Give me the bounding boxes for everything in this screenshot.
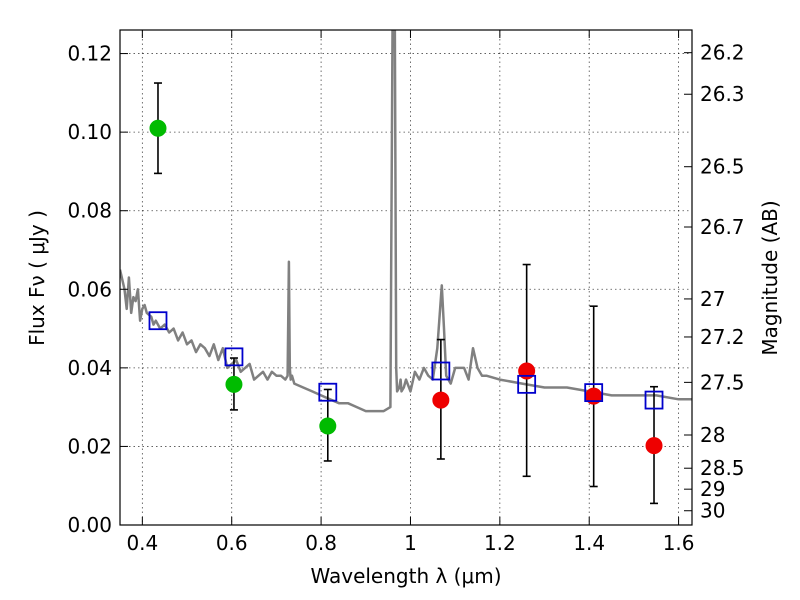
y2-tick-label: 28.5 — [700, 456, 745, 480]
model-box — [148, 311, 168, 331]
y2-tick-label: 26.7 — [700, 215, 745, 239]
infrared-data-point — [432, 391, 450, 409]
infrared-data-point — [645, 437, 663, 455]
y-tick-label: 0.04 — [67, 356, 112, 380]
data-points — [149, 119, 663, 455]
x-axis-label: Wavelength λ (μm) — [310, 564, 501, 588]
x-tick-label: 1.2 — [484, 531, 516, 555]
x-tick-label: 1.6 — [663, 531, 695, 555]
x-tick-label: 0.6 — [216, 531, 248, 555]
model-box — [584, 383, 604, 403]
y-tick-label: 0.08 — [67, 199, 112, 223]
model-box — [224, 347, 244, 367]
error-bars — [153, 82, 659, 505]
y2-tick-label: 26.3 — [700, 82, 745, 106]
x-tick-label: 0.8 — [305, 531, 337, 555]
plot-area — [120, 30, 692, 505]
y-tick-label: 0.02 — [67, 434, 112, 458]
y2-tick-label: 28 — [700, 423, 725, 447]
model-box — [318, 382, 338, 402]
spectrum-line — [120, 30, 692, 413]
model-boxes — [148, 311, 664, 410]
y2-tick-label: 29 — [700, 477, 725, 501]
y-tick-label: 0.06 — [67, 277, 112, 301]
y2-tick-label: 26.5 — [700, 155, 745, 179]
plot-frame — [119, 29, 693, 526]
x-tick-label: 0.4 — [126, 531, 158, 555]
y-tick-label: 0.00 — [67, 513, 112, 537]
y-axis-label: Flux Fν ( μJy ) — [25, 210, 49, 346]
y-axis: 0.00 0.02 0.04 0.06 0.08 0.10 0.12 — [67, 42, 128, 537]
x-tick-label: 1 — [404, 531, 417, 555]
optical-data-point — [319, 417, 337, 435]
model-box — [517, 374, 537, 394]
y2-tick-label: 26.2 — [700, 41, 745, 65]
y-tick-label: 0.10 — [67, 120, 112, 144]
x-tick-label: 1.4 — [573, 531, 605, 555]
y2-tick-label: 27.5 — [700, 370, 745, 394]
y2-tick-label: 27 — [700, 287, 725, 311]
y2-tick-label: 30 — [700, 499, 725, 523]
x-axis: 0.4 0.6 0.8 1 1.2 1.4 1.6 — [126, 30, 695, 555]
grid-lines — [120, 30, 692, 525]
y2-tick-label: 27.2 — [700, 325, 745, 349]
y2-axis-label: Magnitude (AB) — [758, 200, 782, 355]
y-tick-label: 0.12 — [67, 42, 112, 66]
optical-data-point — [225, 375, 243, 393]
model-box — [644, 390, 664, 410]
model-box — [431, 361, 451, 381]
optical-data-point — [149, 119, 167, 137]
